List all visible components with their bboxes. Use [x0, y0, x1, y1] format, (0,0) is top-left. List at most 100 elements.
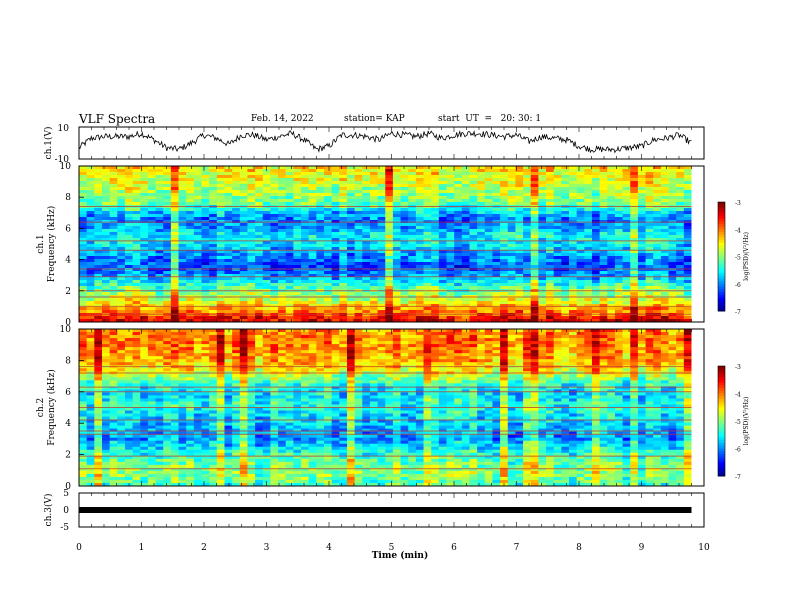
spectrogram-cell: [193, 223, 202, 227]
spectrogram-cell: [392, 307, 401, 311]
spectrogram-cell: [576, 241, 585, 245]
spectrogram-cell: [201, 286, 210, 290]
spectrogram-cell: [584, 238, 593, 242]
spectrogram-cell: [392, 271, 401, 275]
spectrogram-cell: [385, 229, 394, 233]
spectrogram-cell: [239, 280, 248, 284]
spectrogram-cell: [614, 310, 623, 314]
spectrogram-cell: [354, 196, 363, 200]
spectrogram-cell: [270, 344, 279, 348]
spectrogram-cell: [201, 329, 210, 333]
spectrogram-cell: [193, 217, 202, 221]
spectrogram-cell: [339, 238, 348, 242]
spectrogram-cell: [316, 217, 325, 221]
spectrogram-cell: [653, 338, 662, 342]
spectrogram-cell: [117, 226, 126, 230]
spectrogram-cell: [163, 208, 172, 212]
spectrogram-cell: [637, 338, 646, 342]
spectrogram-cell: [163, 259, 172, 263]
spectrogram-cell: [477, 229, 486, 233]
spectrogram-cell: [239, 274, 248, 278]
spectrogram-cell: [653, 250, 662, 254]
spectrogram-cell: [117, 253, 126, 257]
spectrogram-cell: [232, 265, 241, 269]
spectrogram-cell: [561, 298, 570, 302]
spectrogram-cell: [255, 259, 264, 263]
spectrogram-cell: [538, 244, 547, 248]
spectrogram-cell: [484, 332, 493, 336]
spectrogram-cell: [400, 196, 409, 200]
spectrogram-cell: [132, 319, 141, 323]
spectrogram-cell: [676, 280, 685, 284]
spectrogram-cell: [155, 214, 164, 218]
spectrogram-cell: [339, 253, 348, 257]
spectrogram-cell: [239, 166, 248, 170]
spectrogram-cell: [637, 199, 646, 203]
spectrogram-cell: [308, 274, 317, 278]
spectrogram-cell: [515, 265, 524, 269]
spectrogram-cell: [224, 301, 233, 305]
spectrogram-cell: [377, 217, 386, 221]
spectrogram-cell: [324, 307, 333, 311]
spectrogram-cell: [561, 235, 570, 239]
spectrogram-cell: [477, 217, 486, 221]
spectrogram-cell: [124, 271, 133, 275]
spectrogram-cell: [155, 319, 164, 323]
spectrogram-cell: [431, 259, 440, 263]
spectrogram-cell: [163, 265, 172, 269]
spectrogram-cell: [469, 341, 478, 345]
spectrogram-cell: [140, 271, 149, 275]
spectrogram-cell: [101, 190, 111, 194]
spectrogram-cell: [186, 169, 195, 173]
spectrogram-cell: [461, 181, 470, 185]
spectrogram-cell: [622, 338, 631, 342]
spectrogram-cell: [438, 226, 447, 230]
spectrogram-cell: [293, 226, 302, 230]
spectrogram-cell: [109, 244, 118, 248]
spectrogram-cell: [346, 316, 356, 320]
spectrogram-cell: [86, 190, 95, 194]
spectrogram-cell: [576, 319, 585, 323]
spectrogram-cell: [438, 184, 447, 188]
spectrogram-cell: [653, 316, 662, 320]
spectrogram-cell: [331, 223, 340, 227]
spectrogram-cell: [392, 214, 401, 218]
spectrogram-cell: [484, 175, 493, 179]
spectrogram-cell: [369, 332, 378, 336]
spectrogram-cell: [163, 184, 172, 188]
spectrogram-cell: [79, 184, 88, 188]
spectrogram-cell: [346, 181, 356, 185]
spectrogram-cell: [523, 214, 532, 218]
spectrogram-cell: [377, 244, 386, 248]
spectrogram-cell: [576, 256, 585, 260]
spectrogram-cell: [124, 223, 133, 227]
spectrogram-cell: [454, 226, 463, 230]
spectrogram-cell: [591, 338, 601, 342]
spectrogram-cell: [500, 196, 509, 200]
spectrogram-cell: [591, 310, 601, 314]
spectrogram-cell: [354, 238, 363, 242]
spectrogram-cell: [247, 166, 256, 170]
spectrogram-cell: [446, 304, 455, 308]
spectrogram-cell: [507, 344, 516, 348]
spectrogram-cell: [331, 307, 340, 311]
spectrogram-cell: [331, 199, 340, 203]
colorbar-swatch: [718, 221, 725, 225]
spectrogram-cell: [362, 283, 371, 287]
spectrogram-cell: [124, 184, 133, 188]
spectrogram-cell: [561, 332, 570, 336]
spectrogram-cell: [553, 259, 562, 263]
spectrogram-cell: [178, 335, 187, 339]
spectrogram-cell: [515, 232, 524, 236]
spectrogram-cell: [461, 262, 470, 266]
spectrogram-cell: [415, 283, 424, 287]
spectrogram-cell: [362, 307, 371, 311]
spectrogram-cell: [576, 283, 585, 287]
spectrogram-cell: [293, 271, 302, 275]
spectrogram-cell: [614, 262, 623, 266]
spectrogram-cell: [415, 199, 424, 203]
spectrogram-cell: [354, 271, 363, 275]
spectrogram-cell: [193, 211, 202, 215]
spectrogram-cell: [140, 250, 149, 254]
spectrogram-cell: [576, 304, 585, 308]
